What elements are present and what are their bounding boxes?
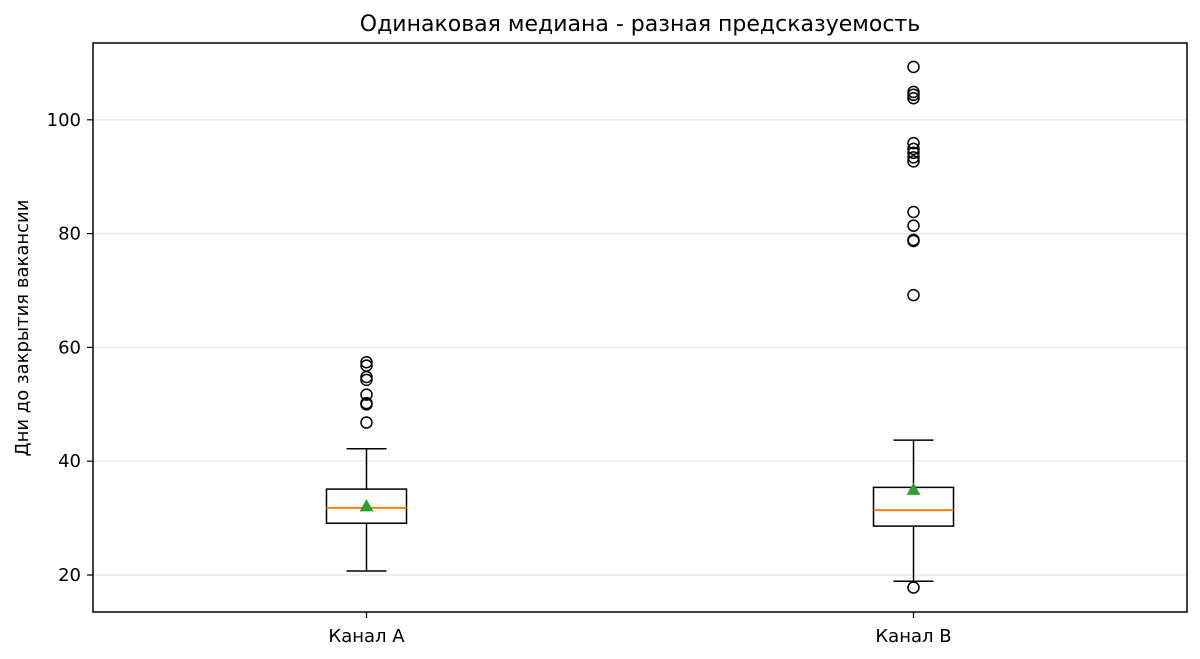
outlier-point xyxy=(360,355,373,369)
x-tick-label: Канал А xyxy=(328,626,405,647)
mean-marker xyxy=(359,499,374,512)
box-iqr xyxy=(325,488,408,524)
mean-marker xyxy=(906,482,921,495)
plot-frame xyxy=(92,42,1188,613)
outlier-point xyxy=(907,60,920,74)
outlier-point xyxy=(907,288,920,302)
grid-lines xyxy=(93,119,1187,576)
box-group xyxy=(325,355,408,572)
y-axis-label: Дни до закрытия вакансии xyxy=(12,200,33,457)
y-tick-label: 40 xyxy=(58,451,81,472)
x-axis-ticks: Канал А Канал В xyxy=(328,612,952,647)
outlier-point xyxy=(907,146,920,160)
outlier-point xyxy=(360,359,373,372)
outlier-point xyxy=(360,388,373,401)
boxes xyxy=(325,60,955,594)
outlier-point xyxy=(360,416,373,429)
outlier-point xyxy=(907,233,920,247)
outlier-point xyxy=(360,396,373,410)
outlier-point xyxy=(907,91,920,105)
outlier-point xyxy=(907,85,920,99)
box-group xyxy=(872,60,955,594)
y-axis-ticks: 20 40 60 80 100 xyxy=(47,110,93,586)
outlier-point xyxy=(907,151,920,164)
outlier-point xyxy=(907,219,920,232)
y-tick-label: 20 xyxy=(58,565,81,586)
chart-title: Одинаковая медиана - разная предсказуемо… xyxy=(360,12,920,37)
y-tick-label: 80 xyxy=(58,224,81,245)
outlier-point xyxy=(907,136,920,150)
outlier-point xyxy=(907,142,920,156)
y-tick-label: 100 xyxy=(47,110,81,131)
y-tick-label: 60 xyxy=(58,337,81,358)
outlier-point xyxy=(907,205,920,219)
outlier-point xyxy=(907,581,920,594)
outlier-point xyxy=(907,155,920,168)
x-tick-label: Канал В xyxy=(875,626,951,647)
